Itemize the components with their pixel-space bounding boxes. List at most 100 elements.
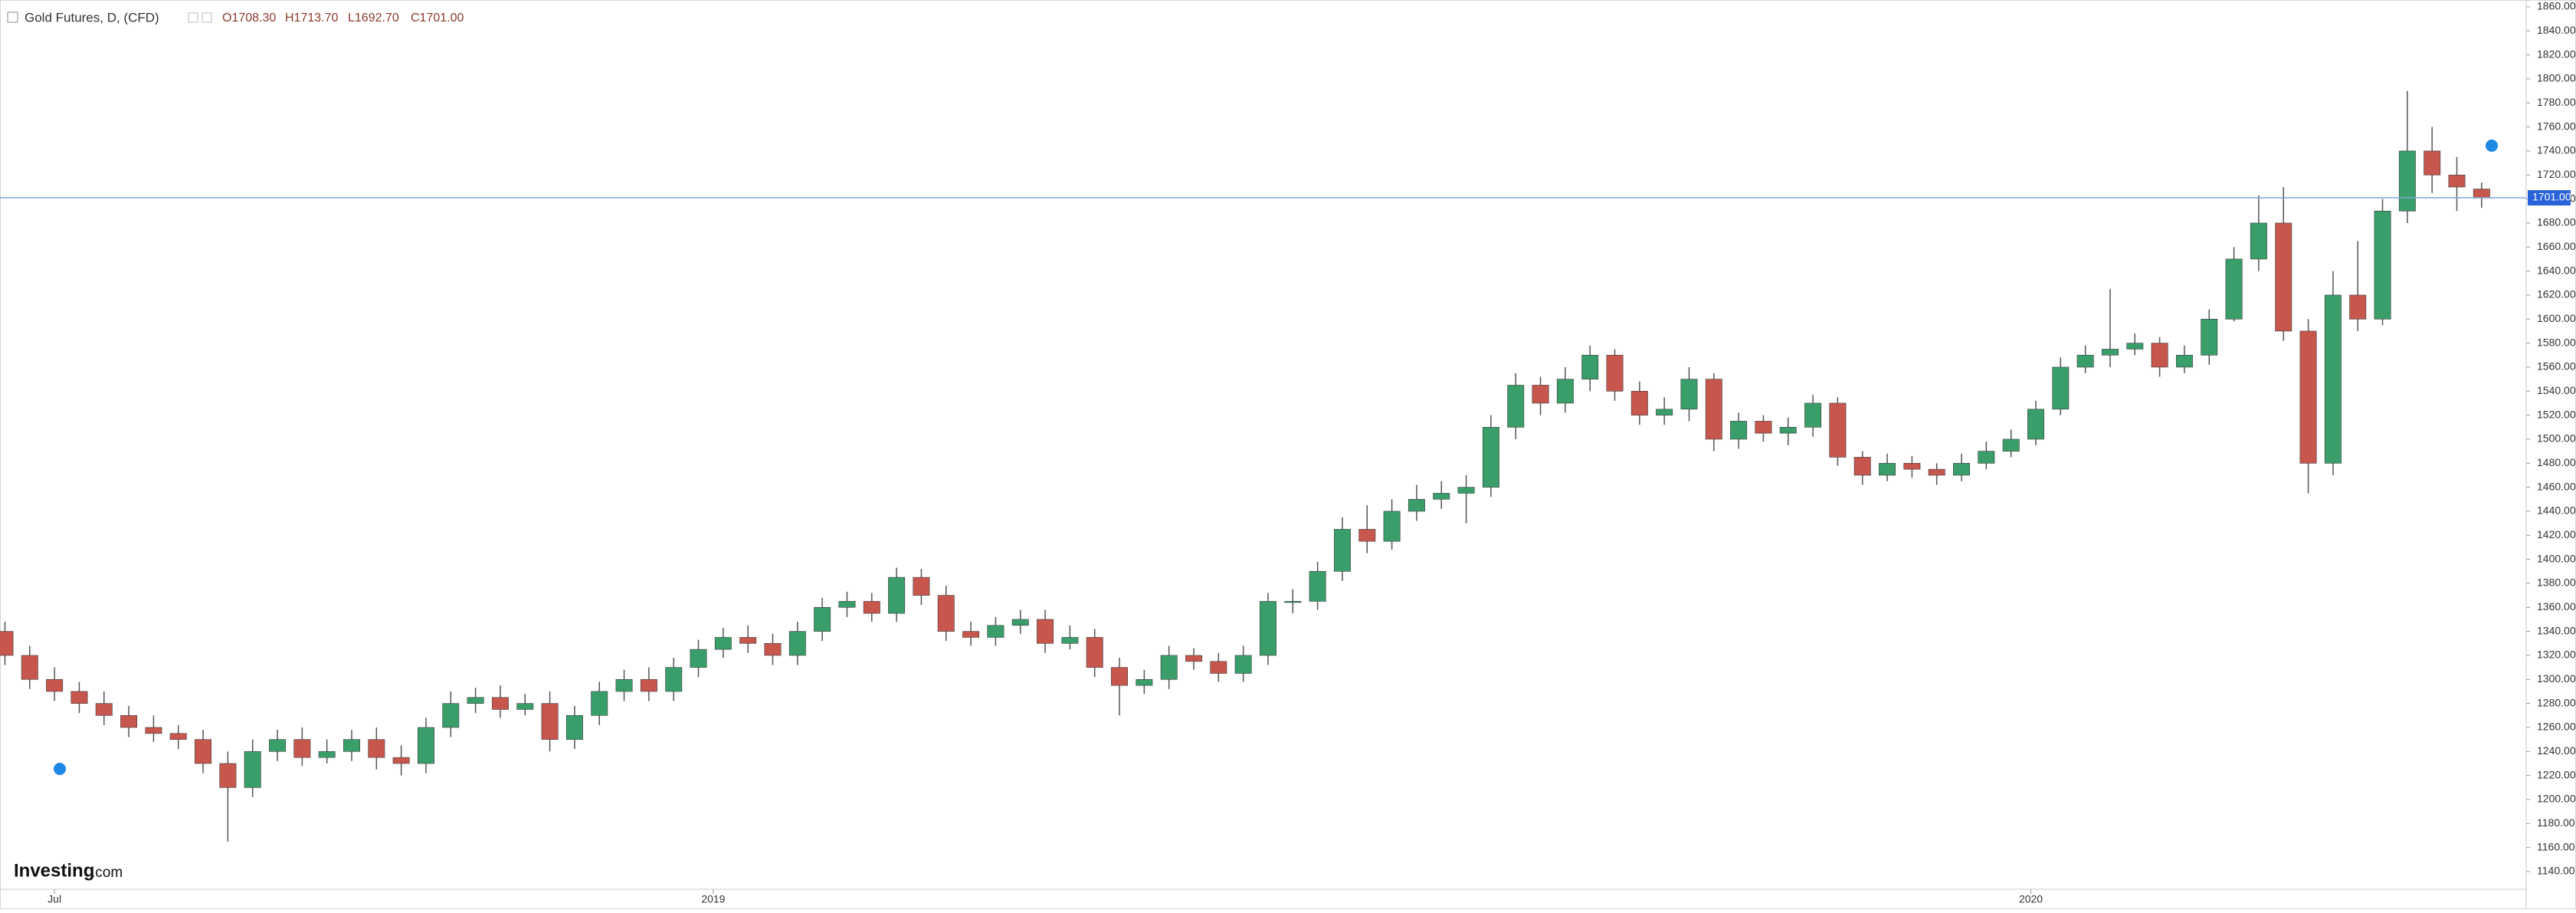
candle-body [714, 637, 732, 650]
candle-body [1160, 655, 1178, 680]
candle-body [195, 739, 212, 764]
candle-body [1210, 661, 1227, 674]
candle-body [1507, 385, 1525, 428]
watermark: .com [91, 865, 123, 881]
candle-body [2374, 210, 2391, 320]
candle-body [690, 649, 707, 668]
candle-body [591, 691, 608, 716]
candle-body [1309, 570, 1326, 602]
candle-body [1433, 493, 1450, 500]
candle-body [739, 637, 757, 644]
candle-body [1457, 487, 1475, 494]
y-tick-label: 1360.00 [2537, 600, 2576, 612]
y-tick-label: 1400.00 [2537, 552, 2576, 564]
candle-body [1730, 421, 1748, 440]
candle-body [2448, 174, 2466, 188]
candle-body [665, 667, 683, 692]
candle-body [541, 703, 559, 740]
candle-body [1581, 354, 1599, 379]
candle-body [21, 655, 38, 680]
candle-body [2349, 294, 2367, 320]
candle-body [2275, 222, 2293, 332]
candle-body [70, 691, 88, 704]
candle-body [1829, 402, 1847, 458]
candle-body [1358, 529, 1376, 542]
candle-body [640, 678, 657, 692]
y-tick-label: 1780.00 [2537, 96, 2576, 108]
candle-body [1383, 511, 1401, 542]
last-price-label: 1701.00 [2532, 191, 2571, 203]
candle-body [913, 576, 930, 596]
candle-body [1061, 637, 1079, 644]
candle-body [95, 703, 113, 716]
y-tick-label: 1180.00 [2537, 816, 2575, 829]
y-tick-label: 1240.00 [2537, 744, 2576, 757]
y-tick-label: 1160.00 [2537, 840, 2575, 852]
candle-body [2299, 330, 2317, 464]
candle-body [1111, 667, 1128, 686]
candle-body [1606, 354, 1624, 392]
y-tick-label: 1320.00 [2537, 649, 2576, 661]
icon[interactable] [188, 12, 198, 23]
y-tick-label: 1560.00 [2537, 360, 2576, 373]
candle-body [1136, 678, 1153, 686]
candle-body [293, 739, 311, 758]
candle-body [962, 631, 980, 638]
watermark: Investing [14, 860, 94, 881]
candle-body [1482, 426, 1499, 488]
candle-body [1284, 601, 1302, 603]
collapse-icon[interactable] [7, 11, 18, 23]
y-tick-label: 1500.00 [2537, 432, 2576, 445]
candle-body [1879, 462, 1896, 476]
y-tick-label: 1420.00 [2537, 528, 2576, 540]
candle-body [343, 739, 360, 752]
y-tick-label: 1220.00 [2537, 768, 2576, 780]
y-tick-label: 1620.00 [2537, 288, 2576, 301]
event-marker[interactable] [2486, 140, 2498, 152]
y-tick-label: 1300.00 [2537, 672, 2576, 685]
candle-body [2151, 343, 2168, 368]
candle-body [2398, 150, 2416, 212]
chart-title: Gold Futures, D, (CFD) [25, 10, 159, 25]
x-tick-label: 2020 [2019, 893, 2043, 905]
candle-body [1037, 619, 1054, 644]
candle-body [1532, 385, 1549, 404]
candle-body [937, 595, 955, 632]
candle-body [1853, 457, 1871, 476]
candle-body [2126, 343, 2144, 350]
y-tick-label: 1140.00 [2537, 865, 2575, 877]
y-tick-label: 1820.00 [2537, 48, 2576, 60]
candle-body [863, 601, 880, 614]
icon[interactable] [202, 12, 212, 23]
candle-body [2473, 189, 2490, 199]
candle-body [269, 739, 286, 752]
candle-body [1953, 462, 1970, 476]
candle-body [1705, 379, 1722, 440]
candle-body [764, 642, 782, 656]
candle-body [2052, 366, 2070, 410]
candle-body [1779, 426, 1797, 434]
candle-body [2101, 349, 2119, 356]
y-tick-label: 1600.00 [2537, 312, 2576, 324]
candle-body [2225, 258, 2243, 320]
candle-body [1630, 390, 1648, 415]
y-tick-label: 1840.00 [2537, 24, 2576, 36]
y-tick-label: 1580.00 [2537, 336, 2576, 348]
candle-body [1928, 468, 1945, 476]
x-tick-label: 2019 [701, 893, 725, 905]
candle-body [987, 625, 1005, 638]
candle-body [219, 763, 237, 788]
candle-body [318, 750, 336, 758]
event-marker[interactable] [54, 763, 66, 775]
y-tick-label: 1720.00 [2537, 168, 2576, 180]
y-tick-label: 1640.00 [2537, 264, 2576, 276]
y-tick-label: 1680.00 [2537, 216, 2576, 228]
candle-body [1978, 451, 1995, 464]
candle-body [417, 727, 434, 764]
y-tick-label: 1460.00 [2537, 480, 2576, 492]
candle-body [1011, 619, 1029, 626]
y-tick-label: 1260.00 [2537, 721, 2576, 733]
ohlc-label: C1701.00 [411, 11, 464, 25]
